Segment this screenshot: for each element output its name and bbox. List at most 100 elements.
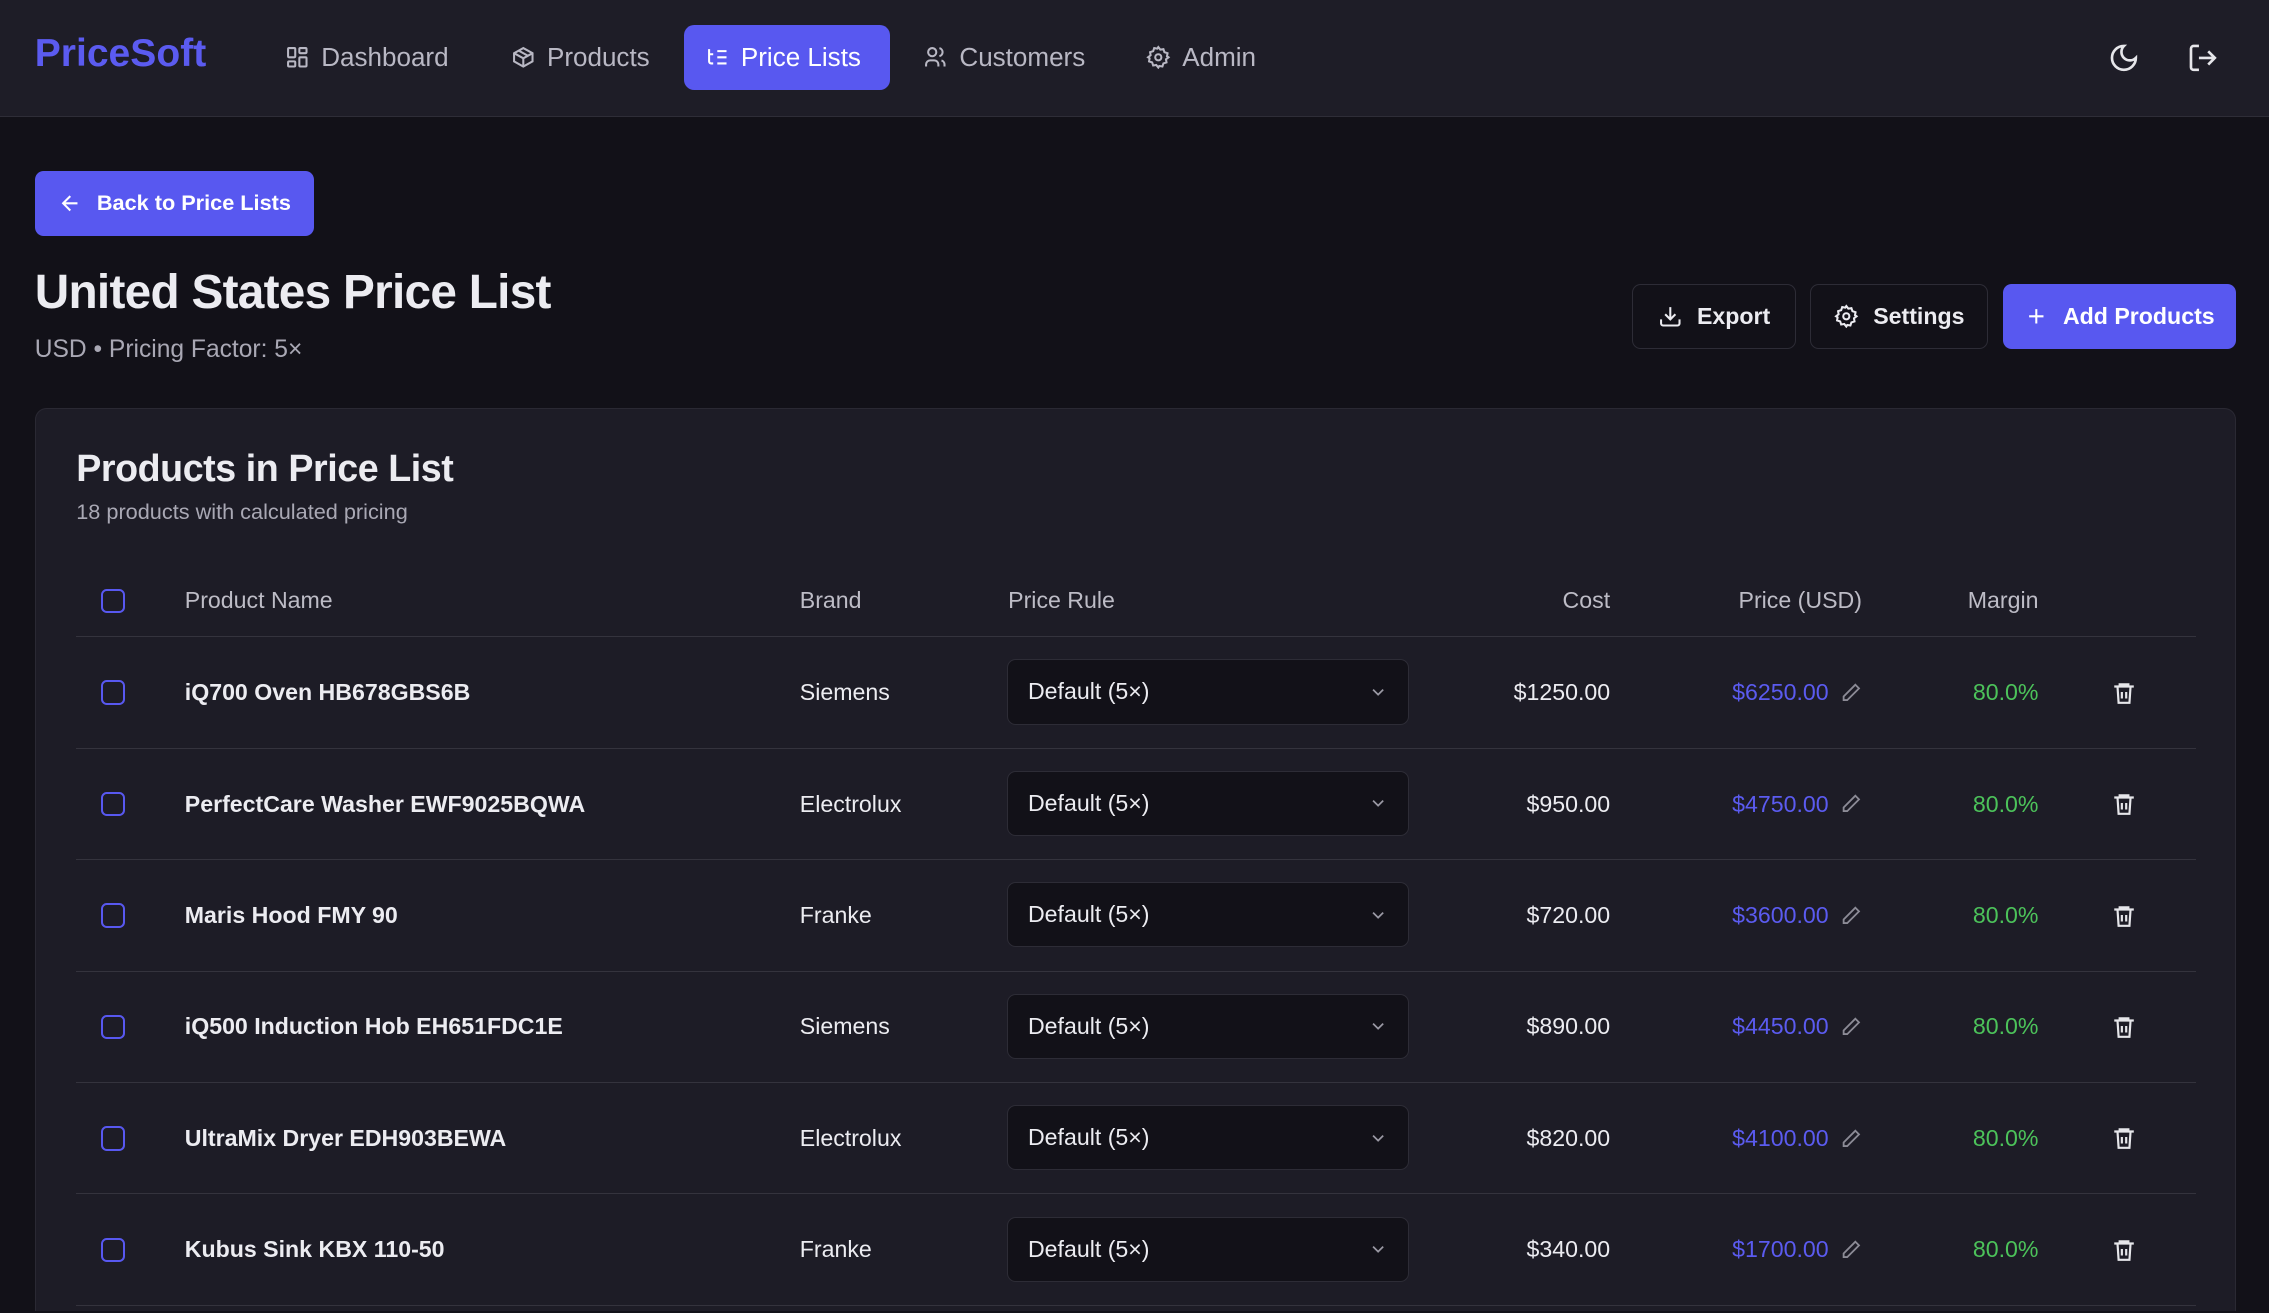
price-cell: $1700.00 bbox=[1630, 1195, 1862, 1305]
margin: 80.0% bbox=[1972, 1236, 2039, 1263]
download-icon bbox=[1659, 306, 1681, 327]
trash-icon[interactable] bbox=[2111, 903, 2137, 929]
pencil-icon[interactable] bbox=[1840, 1128, 1862, 1150]
pencil-icon[interactable] bbox=[1840, 793, 1862, 815]
row-checkbox[interactable] bbox=[100, 680, 126, 705]
add-products-button[interactable]: Add Products bbox=[2002, 283, 2236, 349]
price-rule-value: Default (5×) bbox=[1027, 1124, 1150, 1151]
price-rule-value: Default (5×) bbox=[1027, 1012, 1150, 1039]
price[interactable]: $4750.00 bbox=[1732, 790, 1829, 817]
product-name: UltraMix Dryer EDH903BEWA bbox=[184, 1124, 507, 1151]
trash-icon[interactable] bbox=[2111, 1014, 2137, 1040]
chevron-down-icon bbox=[1371, 1134, 1384, 1142]
nav-products[interactable]: Products bbox=[491, 25, 670, 90]
row-checkbox[interactable] bbox=[100, 1237, 126, 1263]
price-rule-value: Default (5×) bbox=[1027, 901, 1150, 928]
col-margin[interactable]: Margin bbox=[1967, 587, 2039, 614]
price[interactable]: $3600.00 bbox=[1732, 902, 1829, 929]
product-name: iQ700 Oven HB678GBS6B bbox=[184, 679, 471, 706]
select-all-checkbox[interactable] bbox=[100, 588, 126, 614]
top-nav: PriceSoft Dashboard Products Price Lists… bbox=[0, 0, 2269, 117]
price-cell: $4100.00 bbox=[1630, 1083, 1862, 1193]
table-row: iQ700 Oven HB678GBS6B Siemens Default (5… bbox=[76, 638, 2197, 749]
nav-price-lists[interactable]: Price Lists bbox=[684, 24, 890, 90]
back-to-price-lists-button[interactable]: Back to Price Lists bbox=[34, 170, 314, 236]
row-checkbox[interactable] bbox=[100, 791, 126, 817]
nav-admin[interactable]: Admin bbox=[1126, 25, 1276, 90]
margin: 80.0% bbox=[1972, 1124, 2039, 1151]
price-rule-value: Default (5×) bbox=[1027, 1235, 1150, 1262]
cost: $820.00 bbox=[1526, 1124, 1611, 1151]
price-rule-select[interactable]: Default (5×) bbox=[1006, 993, 1409, 1059]
logo[interactable]: PriceSoft bbox=[34, 31, 207, 75]
cost: $890.00 bbox=[1526, 1013, 1611, 1040]
trash-icon[interactable] bbox=[2111, 791, 2137, 817]
margin: 80.0% bbox=[1972, 1013, 2039, 1040]
margin: 80.0% bbox=[1972, 790, 2039, 817]
col-brand[interactable]: Brand bbox=[799, 587, 862, 614]
price-rule-value: Default (5×) bbox=[1027, 789, 1150, 816]
card-title: Products in Price List bbox=[76, 446, 454, 489]
product-name: PerfectCare Washer EWF9025BQWA bbox=[184, 790, 586, 817]
chevron-down-icon bbox=[1371, 688, 1384, 696]
price[interactable]: $6250.00 bbox=[1732, 679, 1829, 706]
table-header: Product Name Brand Price Rule Cost Price… bbox=[76, 565, 2197, 638]
table-row: Kubus Sink KBX 110-50 Franke Default (5×… bbox=[76, 1195, 2197, 1306]
export-button[interactable]: Export bbox=[1632, 283, 1796, 349]
brand: Franke bbox=[799, 902, 872, 929]
brand: Electrolux bbox=[799, 790, 902, 817]
nav-dashboard[interactable]: Dashboard bbox=[265, 25, 469, 90]
add-products-label: Add Products bbox=[2062, 302, 2215, 329]
col-product-name[interactable]: Product Name bbox=[184, 587, 333, 614]
price[interactable]: $4450.00 bbox=[1732, 1013, 1829, 1040]
trash-icon[interactable] bbox=[2111, 680, 2137, 706]
table-row: Maris Hood FMY 90 Franke Default (5×) $7… bbox=[76, 861, 2197, 972]
grid-icon bbox=[287, 46, 308, 68]
nav-label: Admin bbox=[1182, 41, 1257, 72]
row-checkbox[interactable] bbox=[100, 1126, 126, 1151]
brand: Siemens bbox=[799, 1013, 890, 1040]
gear-icon bbox=[1834, 304, 1859, 329]
settings-button[interactable]: Settings bbox=[1810, 283, 1989, 349]
price-cell: $4450.00 bbox=[1630, 972, 1862, 1082]
row-checkbox[interactable] bbox=[100, 903, 126, 928]
col-cost[interactable]: Cost bbox=[1562, 587, 1611, 614]
chevron-down-icon bbox=[1371, 800, 1384, 808]
trash-icon[interactable] bbox=[2111, 1237, 2137, 1263]
price[interactable]: $4100.00 bbox=[1732, 1124, 1829, 1151]
page-title: United States Price List bbox=[34, 265, 552, 319]
nav-label: Customers bbox=[959, 41, 1086, 72]
gear-icon bbox=[1146, 45, 1171, 70]
pencil-icon[interactable] bbox=[1840, 1239, 1862, 1261]
margin: 80.0% bbox=[1972, 902, 2039, 929]
products-card: Products in Price List 18 products with … bbox=[34, 408, 2236, 1312]
product-name: Kubus Sink KBX 110-50 bbox=[184, 1236, 445, 1263]
price-rule-select[interactable]: Default (5×) bbox=[1006, 659, 1409, 725]
page-subtitle: USD • Pricing Factor: 5× bbox=[34, 335, 303, 363]
col-price[interactable]: Price (USD) bbox=[1738, 587, 1862, 614]
logout-icon[interactable] bbox=[2187, 42, 2219, 74]
price-cell: $6250.00 bbox=[1630, 638, 1862, 748]
price[interactable]: $1700.00 bbox=[1732, 1236, 1829, 1263]
chevron-down-icon bbox=[1371, 1023, 1384, 1030]
users-icon bbox=[925, 46, 946, 67]
price-rule-select[interactable]: Default (5×) bbox=[1006, 1105, 1409, 1171]
plus-icon bbox=[2028, 308, 2044, 324]
product-name: iQ500 Induction Hob EH651FDC1E bbox=[184, 1013, 563, 1040]
price-rule-select[interactable]: Default (5×) bbox=[1006, 882, 1409, 948]
export-label: Export bbox=[1696, 302, 1771, 329]
trash-icon[interactable] bbox=[2111, 1125, 2137, 1151]
price-rule-select[interactable]: Default (5×) bbox=[1006, 770, 1409, 836]
pencil-icon[interactable] bbox=[1840, 1016, 1862, 1038]
col-price-rule[interactable]: Price Rule bbox=[1008, 587, 1115, 614]
row-checkbox[interactable] bbox=[100, 1014, 126, 1040]
price-cell: $4750.00 bbox=[1630, 749, 1862, 859]
price-cell: $3600.00 bbox=[1630, 861, 1862, 971]
nav-customers[interactable]: Customers bbox=[903, 25, 1106, 90]
pencil-icon[interactable] bbox=[1840, 682, 1862, 704]
price-rule-select[interactable]: Default (5×) bbox=[1006, 1216, 1409, 1282]
settings-label: Settings bbox=[1873, 302, 1965, 329]
pencil-icon[interactable] bbox=[1840, 905, 1862, 927]
moon-icon[interactable] bbox=[2108, 42, 2140, 74]
arrow-left-icon bbox=[61, 195, 78, 212]
